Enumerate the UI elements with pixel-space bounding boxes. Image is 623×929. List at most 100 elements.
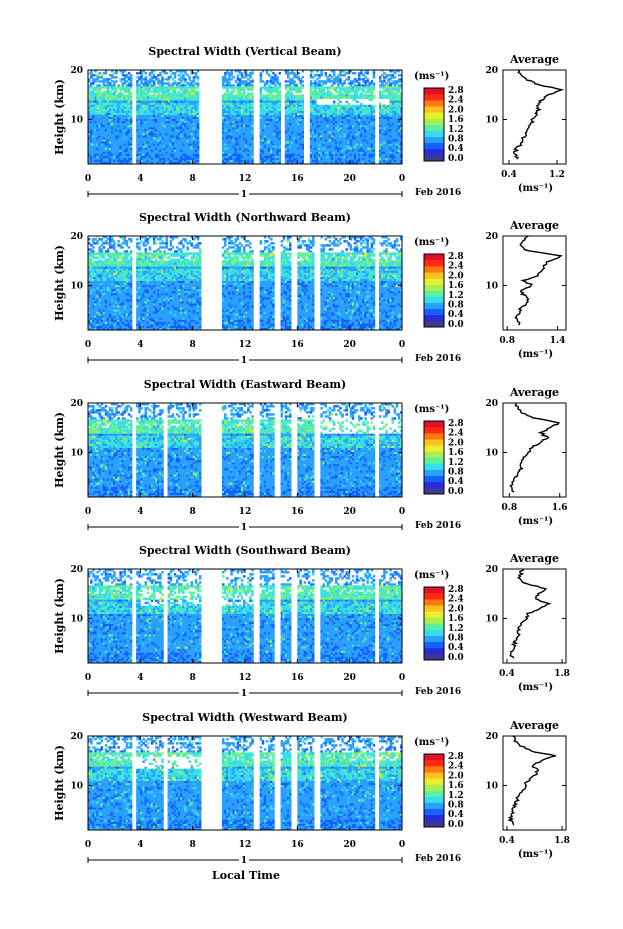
- y-tick-label: 10: [70, 281, 83, 291]
- colorbar-swatch: [424, 778, 444, 784]
- average-title: Average: [509, 719, 559, 732]
- x-tick-label: 20: [343, 174, 356, 184]
- avg-x-tick-label: 0.8: [501, 503, 517, 513]
- avg-x-tick-label: 1.8: [554, 669, 570, 679]
- panel-title: Spectral Width (Northward Beam): [139, 211, 351, 224]
- x-tick-label: 16: [291, 340, 304, 350]
- avg-y-tick-label: 20: [485, 66, 498, 76]
- y-tick-label: 20: [70, 399, 83, 409]
- x-tick-label: 16: [291, 507, 304, 517]
- colorbar-unit: (ms⁻¹): [414, 737, 449, 748]
- colorbar-swatch: [424, 155, 444, 161]
- date-label: Feb 2016: [415, 854, 461, 864]
- x-tick-label: 20: [343, 840, 356, 850]
- panel-5: Spectral Width (Westward Beam)2010Height…: [53, 711, 570, 866]
- avg-x-tick-label: 1.4: [550, 336, 566, 346]
- x-tick-label: 16: [291, 174, 304, 184]
- y-tick-label: 20: [70, 66, 83, 76]
- colorbar-tick-label: 1.2: [448, 125, 464, 135]
- y-tick-label: 20: [70, 232, 83, 242]
- heatmap-cells: [88, 236, 402, 330]
- avg-x-tick-label: 0.4: [499, 836, 515, 846]
- x-tick-label: 12: [239, 507, 252, 517]
- colorbar-swatch: [424, 254, 444, 260]
- heatmap-cells: [88, 70, 402, 164]
- x-tick-label: 8: [190, 507, 196, 517]
- average-profile-line: [515, 236, 561, 325]
- x-tick-label: 8: [190, 840, 196, 850]
- colorbar-tick-label: 1.2: [448, 791, 464, 801]
- y-tick-label: 10: [70, 115, 83, 125]
- colorbar-tick-label: 2.8: [448, 252, 464, 262]
- colorbar-swatch: [424, 94, 444, 100]
- colorbar-tick-label: 0.4: [448, 310, 464, 320]
- y-axis-label: Height (km): [53, 578, 66, 654]
- x-tick-label: 12: [239, 174, 252, 184]
- colorbar-swatch: [424, 315, 444, 321]
- avg-y-tick-label: 20: [485, 732, 498, 742]
- colorbar: [424, 254, 444, 327]
- colorbar-swatch: [424, 654, 444, 660]
- y-tick-label: 20: [70, 732, 83, 742]
- colorbar-swatch: [424, 630, 444, 636]
- panel-title: Spectral Width (Southward Beam): [139, 544, 351, 557]
- colorbar-tick-label: 0.0: [448, 653, 464, 663]
- colorbar-tick-label: 0.0: [448, 320, 464, 330]
- average-profile-line: [510, 403, 558, 492]
- x-tick-label: 0: [399, 340, 405, 350]
- colorbar-swatch: [424, 464, 444, 470]
- colorbar-tick-label: 2.4: [448, 96, 464, 106]
- colorbar-swatch: [424, 303, 444, 309]
- average-profile-line: [514, 70, 562, 159]
- colorbar-swatch: [424, 309, 444, 315]
- colorbar-tick-label: 0.4: [448, 144, 464, 154]
- day-marker: 1: [241, 856, 247, 866]
- colorbar-swatch: [424, 587, 444, 593]
- colorbar-swatch: [424, 611, 444, 617]
- x-tick-label: 4: [137, 340, 143, 350]
- avg-y-tick-label: 10: [485, 115, 498, 125]
- colorbar-swatch: [424, 143, 444, 149]
- date-label: Feb 2016: [415, 687, 461, 697]
- colorbar: [424, 421, 444, 494]
- colorbar-swatch: [424, 88, 444, 94]
- colorbar-swatch: [424, 284, 444, 290]
- avg-x-tick-label: 0.4: [499, 669, 515, 679]
- colorbar-swatch: [424, 100, 444, 106]
- avg-y-tick-label: 10: [485, 614, 498, 624]
- day-marker: 1: [241, 689, 247, 699]
- y-tick-label: 10: [70, 781, 83, 791]
- avg-x-axis-label: (ms⁻¹): [518, 682, 553, 693]
- colorbar-swatch: [424, 624, 444, 630]
- avg-x-axis-label: (ms⁻¹): [518, 349, 553, 360]
- colorbar-swatch: [424, 803, 444, 809]
- x-tick-label: 16: [291, 840, 304, 850]
- colorbar-swatch: [424, 648, 444, 654]
- x-tick-label: 8: [190, 340, 196, 350]
- x-tick-label: 4: [137, 673, 143, 683]
- colorbar-swatch: [424, 797, 444, 803]
- colorbar-tick-label: 2.8: [448, 419, 464, 429]
- panel-title: Spectral Width (Vertical Beam): [148, 45, 341, 58]
- y-tick-label: 10: [70, 448, 83, 458]
- colorbar-swatch: [424, 482, 444, 488]
- colorbar-swatch: [424, 791, 444, 797]
- colorbar-swatch: [424, 427, 444, 433]
- x-tick-label: 8: [190, 174, 196, 184]
- colorbar-tick-label: 0.8: [448, 467, 464, 477]
- colorbar-tick-label: 2.8: [448, 585, 464, 595]
- colorbar-swatch: [424, 784, 444, 790]
- colorbar-swatch: [424, 772, 444, 778]
- colorbar-swatch: [424, 451, 444, 457]
- y-axis-label: Height (km): [53, 412, 66, 488]
- colorbar-tick-label: 2.8: [448, 752, 464, 762]
- colorbar-swatch: [424, 470, 444, 476]
- x-tick-label: 0: [399, 673, 405, 683]
- avg-y-tick-label: 20: [485, 232, 498, 242]
- colorbar-swatch: [424, 605, 444, 611]
- avg-y-tick-label: 20: [485, 399, 498, 409]
- x-tick-label: 12: [239, 673, 252, 683]
